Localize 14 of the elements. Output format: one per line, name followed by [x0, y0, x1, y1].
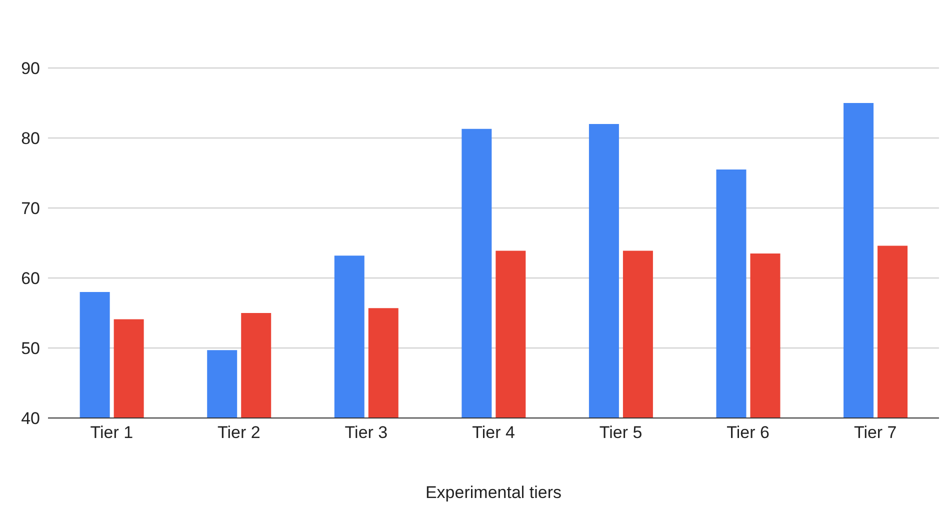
x-axis-title: Experimental tiers: [425, 483, 562, 502]
y-tick-label: 90: [21, 59, 40, 78]
x-tick-label: Tier 5: [599, 423, 642, 442]
x-tick-label: Tier 2: [218, 423, 260, 442]
y-tick-label: 40: [21, 409, 40, 428]
x-tick-label: Tier 1: [90, 423, 134, 442]
y-tick-label: 80: [21, 129, 40, 148]
x-tick-label: Tier 3: [344, 423, 388, 442]
x-tick-label: Tier 7: [854, 423, 897, 442]
x-tick-label: Tier 6: [726, 423, 770, 442]
y-tick-label: 70: [21, 199, 40, 218]
x-tick-label: Tier 4: [472, 423, 515, 442]
y-tick-label: 50: [21, 339, 40, 358]
y-tick-label: 60: [21, 269, 40, 288]
